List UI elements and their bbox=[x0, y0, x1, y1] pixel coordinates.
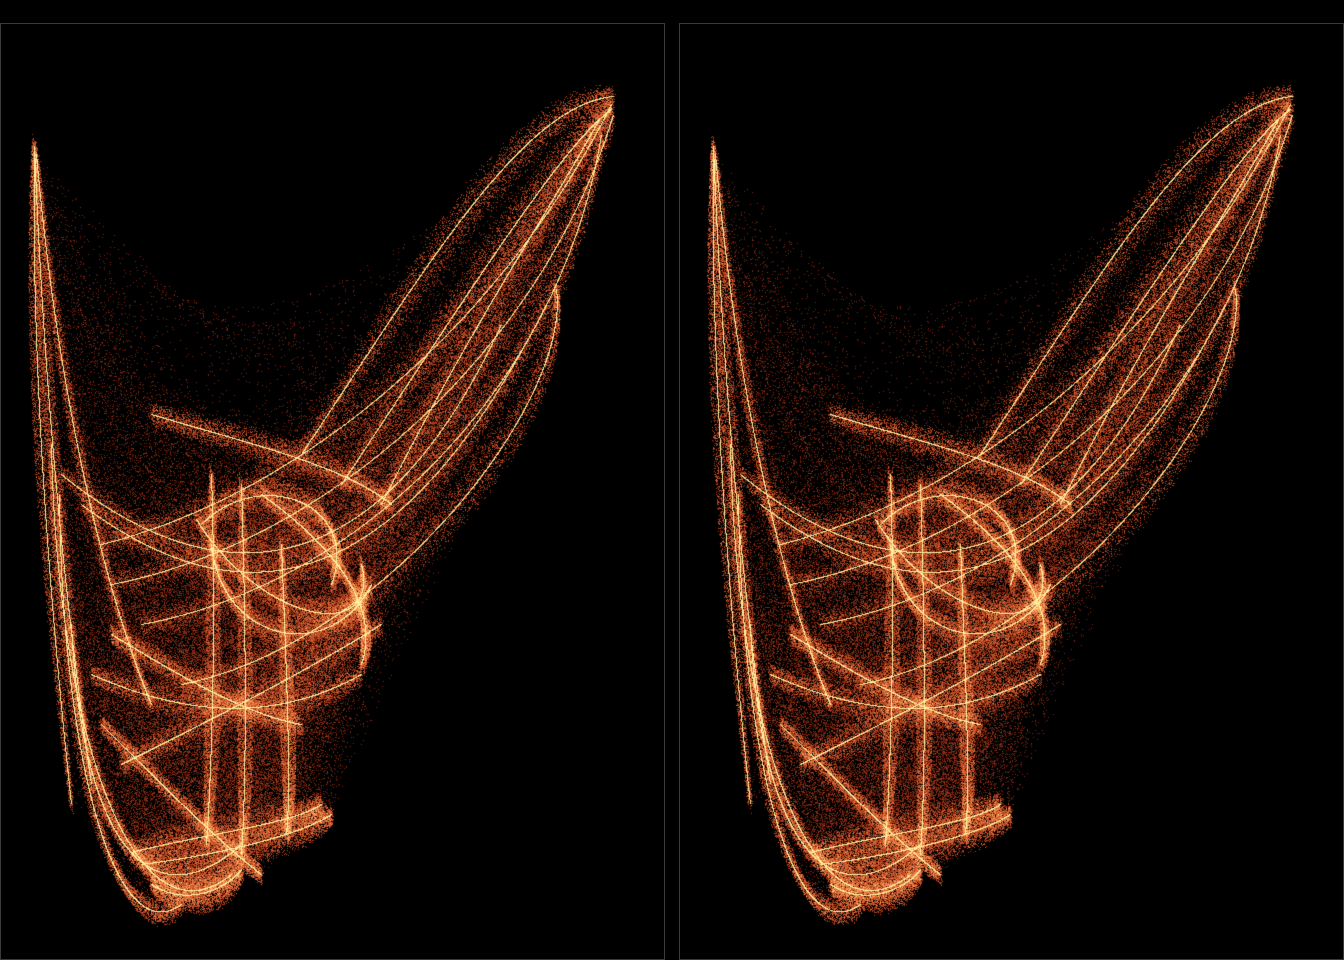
attractor-panel-left bbox=[0, 23, 665, 960]
attractor-render-right bbox=[680, 24, 1343, 959]
attractor-render-left bbox=[1, 24, 664, 959]
attractor-panel-right bbox=[679, 23, 1344, 960]
